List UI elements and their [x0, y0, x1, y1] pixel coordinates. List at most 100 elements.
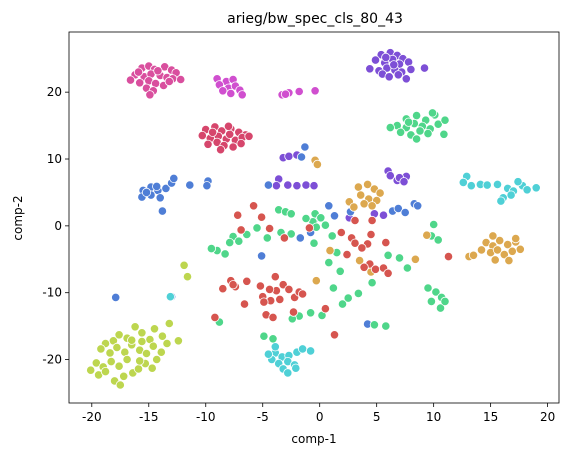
data-point	[268, 312, 278, 322]
data-point	[301, 180, 311, 190]
data-point	[152, 181, 162, 191]
data-point	[393, 70, 403, 80]
data-point	[342, 250, 352, 260]
data-point	[112, 342, 122, 353]
y-axis-label: comp-2	[11, 195, 25, 240]
data-point	[206, 244, 216, 254]
data-point	[252, 223, 262, 233]
data-point	[264, 223, 275, 234]
data-point	[406, 64, 416, 75]
data-point	[218, 86, 228, 96]
axis-ticks: -20 -15 -10 -5 0 5 10 15 20 -20 -10 0 10 20	[42, 85, 555, 424]
data-point	[262, 233, 272, 243]
data-point	[309, 238, 319, 248]
series-cluster-orange	[310, 155, 525, 286]
data-point	[353, 182, 363, 192]
data-point	[335, 266, 345, 276]
data-point	[291, 363, 301, 373]
data-point	[165, 292, 175, 302]
data-point	[359, 199, 369, 209]
data-point	[435, 303, 446, 313]
data-point	[476, 245, 487, 255]
data-point	[256, 251, 267, 261]
data-point	[125, 75, 136, 85]
data-point	[263, 180, 273, 190]
data-point	[203, 139, 213, 149]
data-point	[495, 236, 505, 246]
data-point	[297, 344, 308, 354]
data-point	[466, 181, 476, 191]
data-point	[161, 183, 171, 193]
data-point	[295, 233, 305, 243]
data-point	[294, 86, 304, 97]
data-point	[356, 190, 366, 200]
data-point	[423, 129, 433, 139]
data-point	[256, 212, 267, 222]
data-point	[292, 181, 302, 191]
data-point	[228, 280, 238, 290]
x-tick-label: 5	[373, 410, 381, 424]
data-point	[114, 361, 124, 371]
x-tick-label: 15	[483, 410, 498, 424]
data-point	[422, 230, 432, 240]
data-point	[137, 336, 147, 347]
data-point	[115, 380, 125, 390]
data-point	[423, 283, 433, 293]
data-point	[531, 183, 541, 193]
data-point	[179, 260, 189, 270]
data-point	[218, 284, 228, 294]
data-point	[433, 119, 443, 129]
plot-frame	[68, 31, 560, 404]
data-point	[185, 180, 195, 190]
data-point	[141, 348, 152, 359]
data-point	[169, 173, 179, 183]
data-point	[311, 276, 321, 286]
data-point	[375, 188, 385, 198]
data-point	[225, 129, 235, 139]
data-point	[208, 127, 218, 137]
data-point	[440, 296, 450, 306]
data-point	[353, 288, 363, 298]
data-point	[458, 177, 468, 187]
data-point	[433, 235, 443, 245]
data-point	[513, 177, 523, 187]
data-point	[296, 152, 307, 162]
data-point	[283, 368, 293, 378]
data-point	[324, 201, 334, 211]
data-point	[310, 86, 320, 96]
data-point	[443, 252, 454, 262]
data-point	[137, 328, 147, 338]
data-points	[86, 48, 541, 390]
data-point	[309, 181, 319, 191]
data-point	[357, 243, 367, 253]
data-point	[225, 238, 235, 248]
data-point	[157, 206, 167, 216]
data-point	[271, 181, 281, 191]
data-point	[365, 64, 375, 74]
data-point	[385, 171, 395, 181]
data-point	[270, 342, 280, 352]
data-point	[119, 371, 129, 381]
data-point	[468, 250, 479, 260]
data-point	[370, 264, 381, 274]
data-point	[147, 363, 157, 373]
data-point	[275, 294, 285, 304]
data-point	[328, 283, 338, 293]
data-point	[402, 263, 412, 273]
series-cluster-cyan	[165, 171, 541, 378]
x-tick-label: -20	[82, 410, 102, 424]
data-point	[96, 344, 106, 354]
y-tick-label: 0	[54, 219, 62, 233]
series-cluster-magenta	[212, 74, 320, 100]
data-point	[400, 207, 410, 218]
data-point	[367, 201, 377, 211]
data-point	[327, 231, 337, 241]
data-point	[488, 231, 498, 241]
x-tick-label: -15	[139, 410, 159, 424]
data-point	[288, 307, 299, 317]
data-point	[155, 193, 165, 203]
data-point	[395, 127, 406, 137]
data-point	[381, 238, 391, 248]
data-point	[496, 196, 506, 206]
